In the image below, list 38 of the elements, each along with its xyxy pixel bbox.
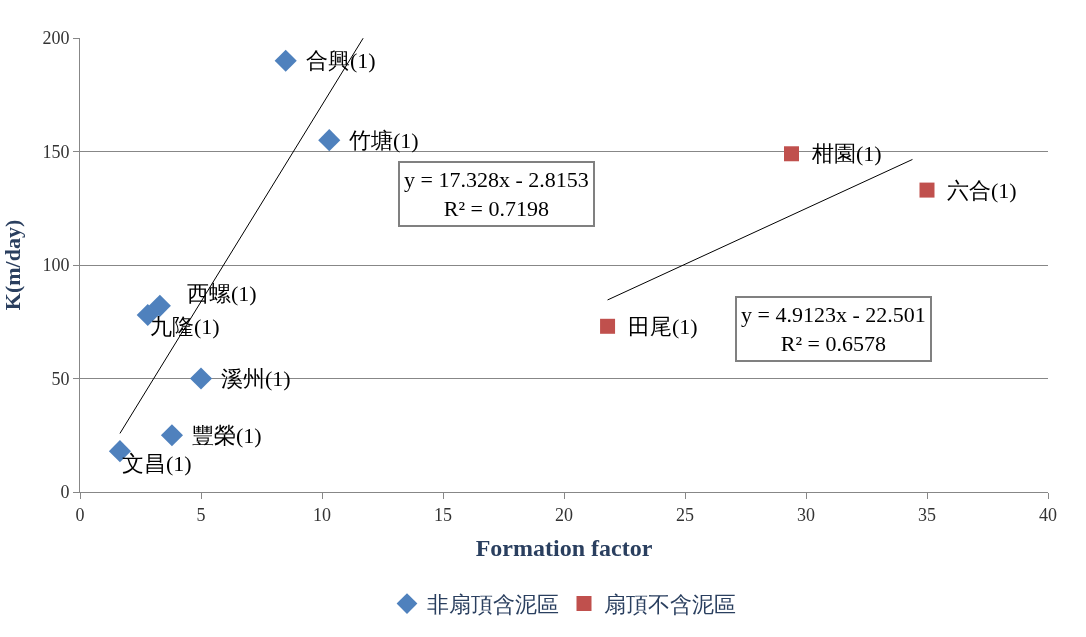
legend-label: 扇頂不含泥區 — [604, 592, 736, 618]
point — [189, 367, 213, 390]
y-axis-title: K(m/day) — [0, 219, 26, 311]
x-axis-title: Formation factor — [475, 534, 653, 561]
point — [160, 424, 184, 447]
annotation: 文昌(1) — [122, 451, 192, 476]
y-tick-label: 0 — [60, 482, 70, 503]
annotation: 西螺(1) — [187, 281, 257, 306]
annotation: 竹塘(1) — [349, 128, 419, 153]
annotation: 豐榮(1) — [192, 423, 262, 448]
annotation: 九隆(1) — [150, 314, 220, 339]
x-tick-label: 5 — [196, 504, 206, 525]
x-tick-label: 10 — [313, 504, 331, 525]
x-tick-label: 15 — [434, 504, 452, 525]
point — [919, 182, 935, 198]
annotation: y = 17.328x - 2.8153 R² = 0.7198 — [404, 167, 589, 221]
y-tick-label: 200 — [42, 28, 70, 49]
point — [318, 129, 341, 152]
y-tick-label: 150 — [42, 141, 70, 162]
x-tick-label: 40 — [1039, 504, 1057, 525]
x-tick-label: 25 — [676, 504, 694, 525]
legend-label: 非扇頂含泥區 — [427, 592, 559, 618]
annotation: 田尾(1) — [628, 314, 698, 339]
annotation: 六合(1) — [947, 178, 1017, 203]
point — [148, 294, 171, 317]
x-tick-label: 20 — [555, 504, 573, 525]
x-tick-label: 30 — [797, 504, 815, 525]
x-tick-label: 35 — [918, 504, 936, 525]
annotation: 溪州(1) — [221, 366, 291, 391]
point — [274, 49, 297, 72]
x-tick-label: 0 — [75, 504, 85, 525]
annotation: y = 4.9123x - 22.501 R² = 0.6578 — [741, 302, 926, 356]
point — [600, 318, 616, 334]
y-tick-label: 50 — [51, 368, 70, 389]
annotation: 合興(1) — [306, 48, 376, 73]
y-tick-label: 100 — [42, 255, 70, 276]
annotation: 柑園(1) — [811, 141, 882, 166]
point — [783, 146, 799, 162]
